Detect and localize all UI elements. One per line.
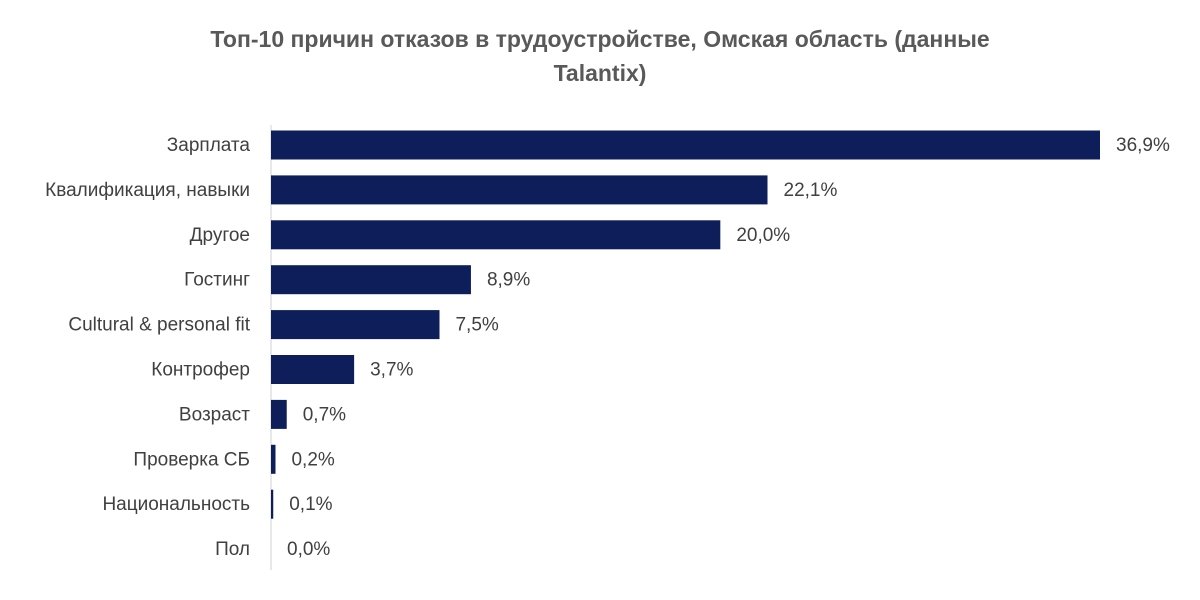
- chart-title-line-2: Talantix): [553, 60, 647, 86]
- bar: [271, 130, 1100, 160]
- bar: [271, 220, 721, 250]
- data-label: 3,7%: [370, 360, 413, 381]
- data-label: 20,0%: [736, 225, 790, 246]
- data-label: 7,5%: [455, 315, 498, 336]
- data-label: 0,2%: [291, 449, 334, 470]
- bar: [271, 489, 274, 519]
- data-label: 0,0%: [287, 539, 330, 560]
- bar: [271, 310, 440, 340]
- data-label: 36,9%: [1116, 135, 1170, 156]
- category-label: Проверка СБ: [133, 449, 250, 470]
- category-label: Пол: [215, 539, 250, 560]
- bar: [271, 444, 276, 474]
- category-label: Возраст: [179, 404, 250, 425]
- category-label: Гостинг: [184, 270, 250, 291]
- category-label: Зарплата: [167, 135, 251, 156]
- data-label: 0,1%: [289, 494, 332, 515]
- data-label: 8,9%: [487, 270, 530, 291]
- chart-title-line-1: Топ-10 причин отказов в трудоустройстве,…: [210, 26, 990, 52]
- data-label: 22,1%: [784, 180, 838, 201]
- category-label: Национальность: [102, 494, 250, 515]
- bar: [271, 399, 287, 429]
- bar: [271, 355, 355, 384]
- category-label: Другое: [190, 225, 250, 246]
- category-label: Квалификация, навыки: [45, 180, 250, 201]
- data-label: 0,7%: [303, 404, 346, 425]
- category-label: Контрофер: [151, 360, 250, 381]
- category-label: Cultural & personal fit: [68, 315, 250, 336]
- bar: [271, 175, 768, 205]
- bar: [271, 265, 471, 295]
